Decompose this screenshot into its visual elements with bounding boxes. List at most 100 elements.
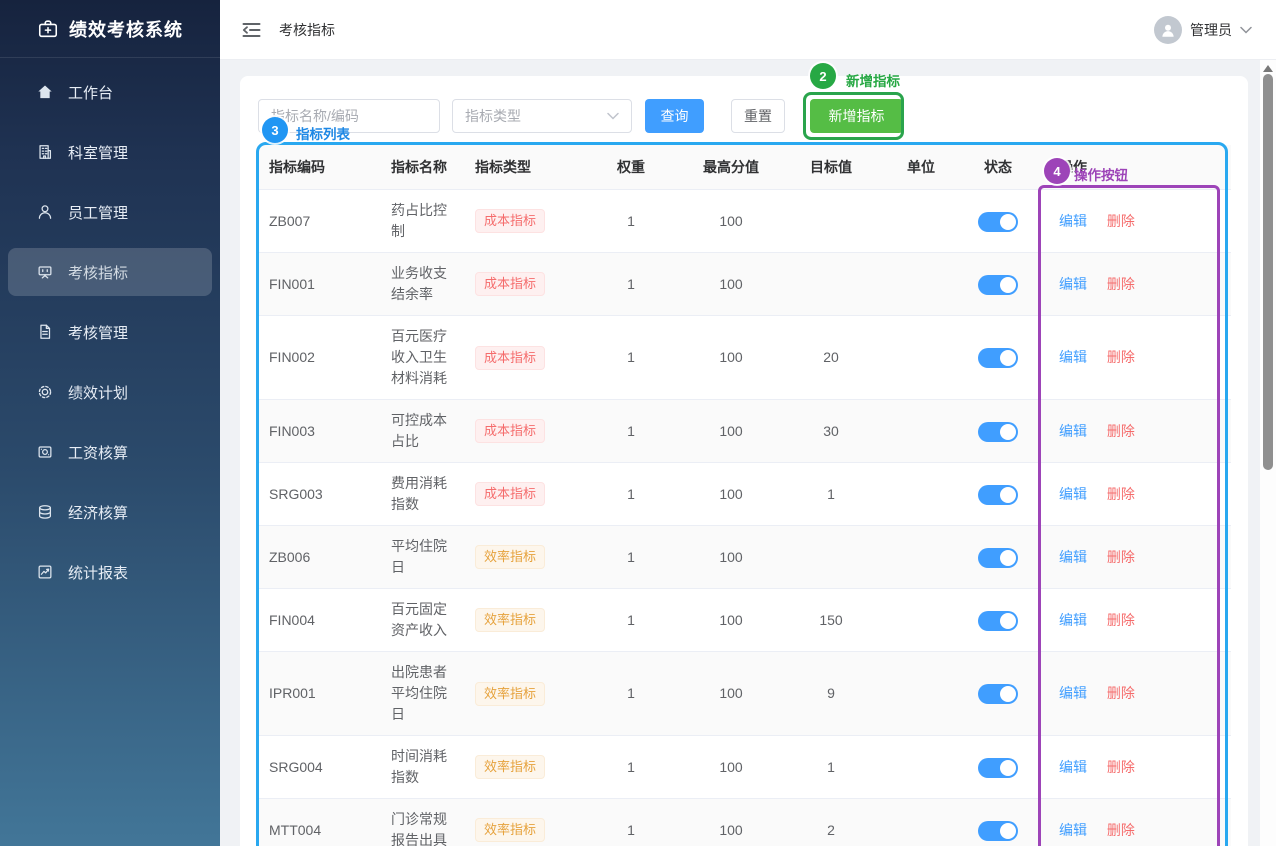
col-header-target: 目标值 xyxy=(773,145,889,190)
indicator-weight: 1 xyxy=(573,798,689,846)
table-header-row: 指标编码 指标名称 指标类型 权重 最高分值 目标值 单位 状态 操作 xyxy=(259,145,1231,190)
edit-link[interactable]: 编辑 xyxy=(1059,548,1087,565)
sidebar-item-salary[interactable]: 工资核算 xyxy=(8,428,212,476)
indicator-search-input[interactable] xyxy=(258,99,440,133)
indicator-code: IPR001 xyxy=(259,651,381,736)
status-toggle[interactable] xyxy=(978,274,1018,295)
edit-link[interactable]: 编辑 xyxy=(1059,611,1087,628)
indicator-weight: 1 xyxy=(573,315,689,400)
app-logo: 绩效考核系统 xyxy=(0,0,220,58)
delete-link[interactable]: 删除 xyxy=(1106,685,1135,701)
status-toggle[interactable] xyxy=(978,684,1018,705)
sidebar-collapse-icon[interactable] xyxy=(242,22,261,38)
sidebar-item-label: 科室管理 xyxy=(68,144,129,162)
indicator-target xyxy=(773,252,889,316)
sidebar-item-economy[interactable]: 经济核算 xyxy=(8,488,212,536)
sidebar-item-workbench[interactable]: 工作台 xyxy=(8,68,212,116)
delete-link[interactable]: 删除 xyxy=(1106,758,1135,775)
status-toggle[interactable] xyxy=(978,348,1018,369)
delete-link[interactable]: 删除 xyxy=(1106,611,1135,628)
col-header-unit: 单位 xyxy=(889,145,953,190)
indicator-unit xyxy=(889,252,953,316)
database-icon xyxy=(36,503,54,521)
edit-link[interactable]: 编辑 xyxy=(1059,485,1087,502)
sidebar-item-reports[interactable]: 统计报表 xyxy=(8,548,212,596)
indicator-unit xyxy=(889,315,953,400)
edit-link[interactable]: 编辑 xyxy=(1059,685,1087,701)
edit-link[interactable]: 编辑 xyxy=(1059,758,1087,775)
sidebar-item-assessments[interactable]: 考核管理 xyxy=(8,308,212,356)
delete-link[interactable]: 删除 xyxy=(1106,349,1135,365)
reset-button[interactable]: 重置 xyxy=(731,99,785,133)
indicator-max-score: 100 xyxy=(689,315,773,400)
table-row: IPR001 出院患者平均住院日 效率指标 1 100 9 编辑 删除 xyxy=(259,651,1231,736)
indicator-max-score: 100 xyxy=(689,462,773,526)
indicator-type-tag: 效率指标 xyxy=(475,545,546,569)
sidebar-item-indicators[interactable]: 考核指标 xyxy=(8,248,212,296)
indicator-weight: 1 xyxy=(573,462,689,526)
indicator-unit xyxy=(889,588,953,652)
status-toggle[interactable] xyxy=(978,820,1018,841)
document-icon xyxy=(36,323,54,341)
delete-link[interactable]: 删除 xyxy=(1106,422,1135,439)
indicator-target: 1 xyxy=(773,462,889,526)
scrollbar-up-arrow[interactable] xyxy=(1263,65,1273,72)
indicator-target xyxy=(773,525,889,589)
indicator-weight: 1 xyxy=(573,525,689,589)
edit-link[interactable]: 编辑 xyxy=(1059,821,1087,838)
chevron-down-icon xyxy=(1240,26,1252,34)
indicator-max-score: 100 xyxy=(689,252,773,316)
indicator-name: 平均住院日 xyxy=(381,525,463,589)
indicator-unit xyxy=(889,651,953,736)
indicator-code: ZB006 xyxy=(259,525,381,589)
indicator-type-select[interactable]: 指标类型 xyxy=(452,99,632,133)
status-toggle[interactable] xyxy=(978,610,1018,631)
sidebar-item-label: 员工管理 xyxy=(68,204,129,222)
indicator-type-tag: 成本指标 xyxy=(475,272,546,296)
indicator-unit xyxy=(889,798,953,846)
indicator-name: 业务收支结余率 xyxy=(381,252,463,316)
delete-link[interactable]: 删除 xyxy=(1106,212,1135,229)
status-toggle[interactable] xyxy=(978,421,1018,442)
delete-link[interactable]: 删除 xyxy=(1106,821,1135,838)
sidebar-item-performance-plan[interactable]: 绩效计划 xyxy=(8,368,212,416)
indicator-unit xyxy=(889,735,953,799)
status-toggle[interactable] xyxy=(978,211,1018,232)
indicator-code: SRG004 xyxy=(259,735,381,799)
col-header-max-score: 最高分值 xyxy=(689,145,773,190)
indicator-name: 药占比控制 xyxy=(381,189,463,253)
indicator-unit xyxy=(889,399,953,463)
edit-link[interactable]: 编辑 xyxy=(1059,422,1087,439)
chevron-down-icon xyxy=(607,112,619,120)
delete-link[interactable]: 删除 xyxy=(1106,548,1135,565)
sidebar-item-employees[interactable]: 员工管理 xyxy=(8,188,212,236)
table-row: FIN001 业务收支结余率 成本指标 1 100 编辑 删除 xyxy=(259,252,1231,316)
delete-link[interactable]: 删除 xyxy=(1106,275,1135,292)
user-menu[interactable]: 管理员 xyxy=(1154,0,1252,60)
indicator-name: 百元固定资产收入 xyxy=(381,588,463,652)
indicator-type-tag: 成本指标 xyxy=(475,419,546,443)
indicator-name: 费用消耗指数 xyxy=(381,462,463,526)
edit-link[interactable]: 编辑 xyxy=(1059,275,1087,292)
edit-link[interactable]: 编辑 xyxy=(1059,349,1087,365)
add-indicator-button[interactable]: 新增指标 xyxy=(810,99,903,133)
indicator-code: FIN002 xyxy=(259,315,381,400)
indicator-max-score: 100 xyxy=(689,651,773,736)
indicator-weight: 1 xyxy=(573,588,689,652)
sidebar-item-departments[interactable]: 科室管理 xyxy=(8,128,212,176)
chart-icon xyxy=(36,563,54,581)
search-button[interactable]: 查询 xyxy=(645,99,704,133)
delete-link[interactable]: 删除 xyxy=(1106,485,1135,502)
status-toggle[interactable] xyxy=(978,484,1018,505)
indicator-target: 150 xyxy=(773,588,889,652)
status-toggle[interactable] xyxy=(978,547,1018,568)
breadcrumb: 考核指标 xyxy=(279,21,335,38)
status-toggle[interactable] xyxy=(978,757,1018,778)
scrollbar[interactable] xyxy=(1260,60,1276,846)
col-header-type: 指标类型 xyxy=(463,145,573,190)
edit-link[interactable]: 编辑 xyxy=(1059,212,1087,229)
indicator-code: MTT004 xyxy=(259,798,381,846)
indicator-code: SRG003 xyxy=(259,462,381,526)
scrollbar-thumb[interactable] xyxy=(1263,74,1273,470)
